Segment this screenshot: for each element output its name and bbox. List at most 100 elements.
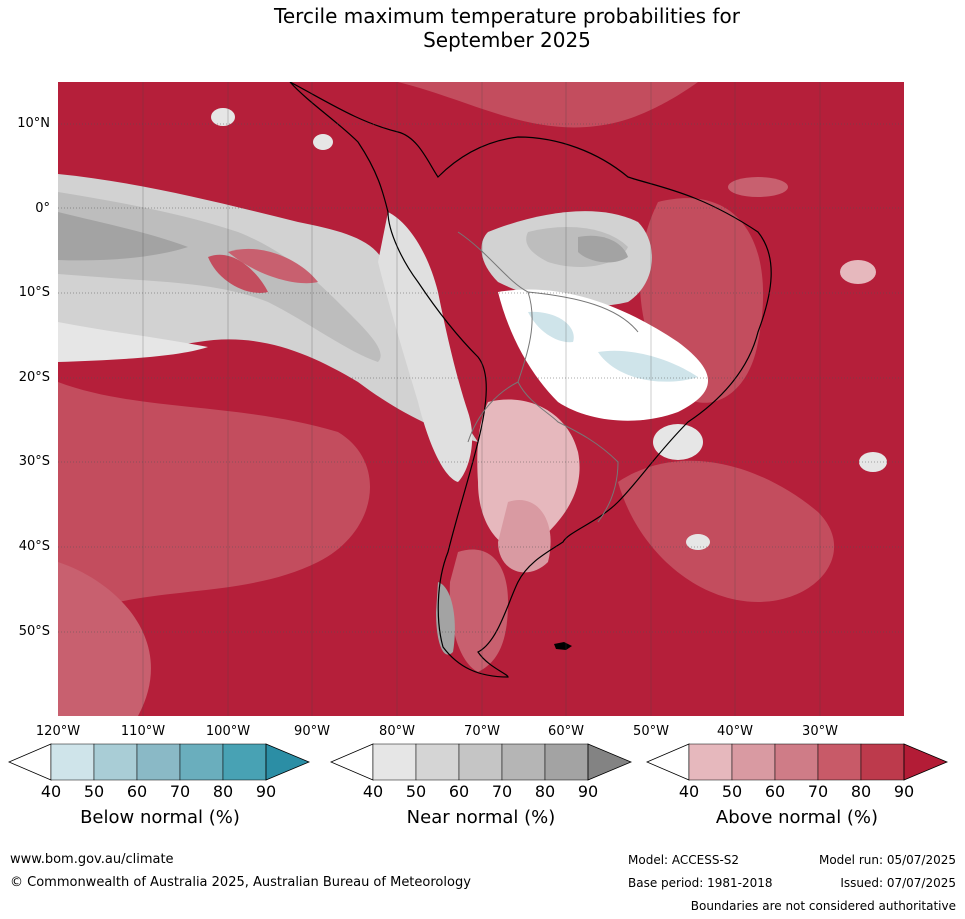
- lat-label: 10°S: [18, 285, 50, 300]
- field-patch: [208, 254, 268, 293]
- boundaries-disclaimer: Boundaries are not considered authoritat…: [690, 899, 956, 913]
- colorbar-tick-label: 90: [255, 782, 277, 801]
- colorbar-segment: [544, 743, 589, 781]
- colorbar-tick-label: 60: [126, 782, 148, 801]
- near-normal-band: [58, 322, 208, 362]
- lat-label: 10°N: [17, 116, 50, 131]
- near-normal-label: Near normal (%): [406, 807, 556, 828]
- lon-label: 30°W: [802, 724, 838, 739]
- colorbar-segment: [458, 743, 503, 781]
- lat-label: 20°S: [18, 370, 50, 385]
- colorbar-tick-label: 80: [850, 782, 872, 801]
- probability-map: [58, 82, 904, 716]
- colorbar-tick-label: 50: [721, 782, 743, 801]
- near-normal-spot: [211, 108, 235, 126]
- near-normal-spot: [313, 134, 333, 150]
- graticule: [58, 123, 904, 633]
- colorbar-segment: [372, 743, 417, 781]
- above-normal-land: [498, 500, 551, 573]
- colorbar-segment: [688, 743, 733, 781]
- lon-label: 90°W: [294, 724, 330, 739]
- colorbar-tick-label: 90: [577, 782, 599, 801]
- colorbar-segment: [179, 743, 224, 781]
- lon-label: 40°W: [717, 724, 753, 739]
- lon-label: 100°W: [205, 724, 251, 739]
- issued-date: Issued: 07/07/2025: [840, 876, 956, 890]
- near-normal-spot: [686, 534, 710, 550]
- above-normal-land: [449, 549, 508, 672]
- lon-label: 50°W: [633, 724, 669, 739]
- map-title: Tercile maximum temperature probabilitie…: [0, 4, 965, 52]
- field-patch: [618, 460, 835, 602]
- base-period: Base period: 1981-2018: [628, 876, 773, 890]
- title-line-1: Tercile maximum temperature probabilitie…: [274, 4, 740, 28]
- colorbar-segment: [136, 743, 181, 781]
- copyright-text: © Commonwealth of Australia 2025, Austra…: [10, 875, 471, 890]
- field-patch: [398, 82, 698, 128]
- website-link[interactable]: www.bom.gov.au/climate: [10, 852, 174, 867]
- colorbar-segment: [501, 743, 546, 781]
- lat-label: 30°S: [18, 454, 50, 469]
- near-normal-spot: [653, 424, 703, 460]
- lat-label: 40°S: [18, 539, 50, 554]
- colorbar-extend-high: [903, 743, 948, 781]
- colorbar-tick-label: 90: [893, 782, 915, 801]
- colorbar-segment: [817, 743, 862, 781]
- colorbar-segment: [93, 743, 138, 781]
- below-normal-label: Below normal (%): [80, 807, 240, 828]
- model-name: Model: ACCESS-S2: [628, 853, 740, 867]
- colorbar-extend-high: [587, 743, 632, 781]
- field-patch: [228, 248, 318, 284]
- below-normal-colorbar: [8, 743, 310, 781]
- near-normal-colorbar: [330, 743, 632, 781]
- colorbar-tick-label: 70: [807, 782, 829, 801]
- model-run-date: Model run: 05/07/2025: [818, 853, 956, 867]
- below-normal-patch: [598, 350, 698, 382]
- colorbar-segment: [50, 743, 95, 781]
- lon-label: 120°W: [35, 724, 81, 739]
- country-borders: [467, 381, 519, 443]
- field-patch: [58, 562, 151, 716]
- lon-label: 60°W: [548, 724, 584, 739]
- colorbar-tick-label: 70: [169, 782, 191, 801]
- lon-label: 70°W: [464, 724, 500, 739]
- near-normal-band: [378, 212, 473, 482]
- colorbar-tick-label: 40: [40, 782, 62, 801]
- falkland-islands: [554, 642, 572, 650]
- near-normal-spot: [859, 452, 887, 472]
- lat-label: 50°S: [18, 624, 50, 639]
- near-normal-land: [578, 235, 628, 263]
- above-normal-spot: [840, 260, 876, 284]
- colorbar-segment: [731, 743, 776, 781]
- near-normal-band: [58, 212, 188, 261]
- country-borders: [527, 291, 639, 333]
- colorbar-segment: [774, 743, 819, 781]
- colorbar-tick-label: 60: [764, 782, 786, 801]
- colorbar-extend-low: [330, 743, 374, 781]
- colorbar-extend-low: [8, 743, 52, 781]
- lon-label: 80°W: [379, 724, 415, 739]
- meridians: [142, 82, 821, 716]
- colorbar-tick-label: 40: [678, 782, 700, 801]
- country-borders: [457, 231, 619, 523]
- title-line-2: September 2025: [423, 28, 591, 52]
- colorbar-segment: [860, 743, 905, 781]
- colorbar-extend-low: [646, 743, 690, 781]
- colorbar-segment: [222, 743, 267, 781]
- lat-label: 0°: [35, 201, 50, 216]
- field-patch: [58, 382, 371, 622]
- colorbar-tick-label: 50: [83, 782, 105, 801]
- colorbar-tick-label: 80: [212, 782, 234, 801]
- colorbar-tick-label: 80: [534, 782, 556, 801]
- lon-label: 110°W: [120, 724, 166, 739]
- below-normal-patch: [528, 311, 574, 343]
- colorbar-tick-label: 40: [362, 782, 384, 801]
- above-normal-spot: [728, 177, 788, 197]
- above-normal-label: Above normal (%): [715, 807, 879, 828]
- map-canvas: [58, 82, 904, 716]
- above-normal-colorbar: [646, 743, 948, 781]
- colorbar-tick-label: 70: [491, 782, 513, 801]
- above-normal-land: [477, 399, 580, 552]
- colorbar-segment: [415, 743, 460, 781]
- colorbar-extend-high: [265, 743, 310, 781]
